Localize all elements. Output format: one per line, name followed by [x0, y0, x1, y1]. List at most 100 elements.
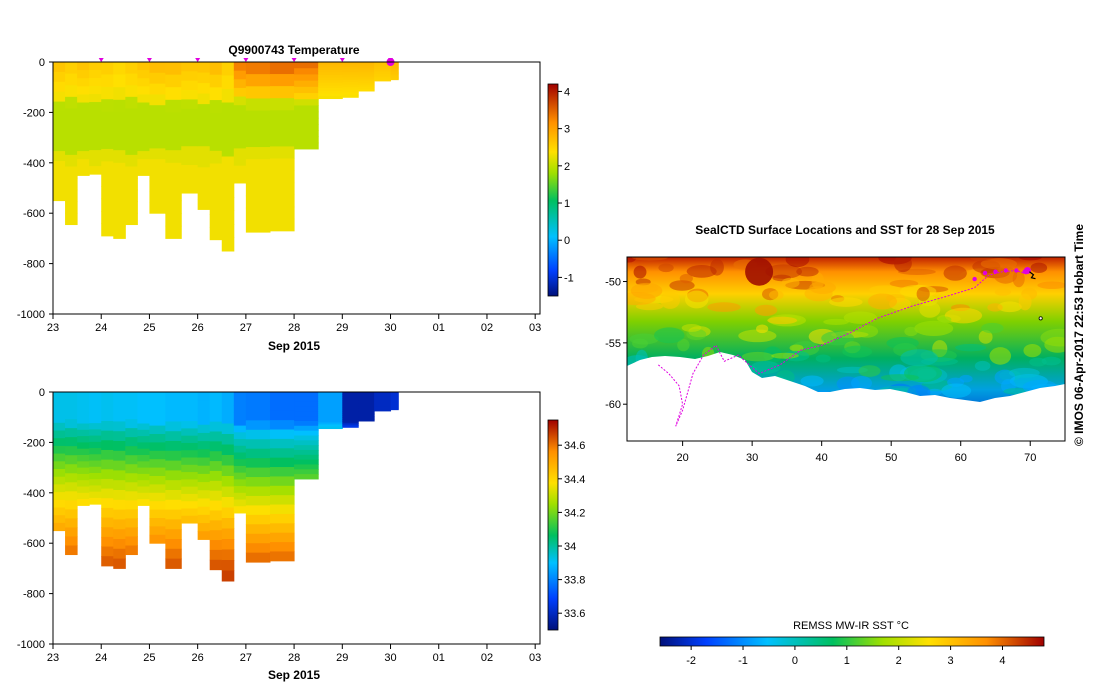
salinity-cell — [342, 405, 359, 409]
salinity-cell — [65, 455, 78, 465]
temperature-cell — [137, 134, 150, 144]
salinity-cell — [233, 425, 247, 433]
temperature-cell — [245, 62, 271, 75]
salinity-cell — [390, 407, 399, 410]
salinity-cell — [65, 401, 78, 411]
seal-locations — [972, 266, 1043, 321]
profile-marker — [195, 58, 201, 62]
salinity-cell — [269, 504, 295, 515]
salinity-cell — [245, 401, 271, 412]
x-tick-label: 30 — [384, 652, 396, 664]
temperature-cell — [181, 155, 199, 166]
salinity-cell — [209, 421, 223, 432]
salinity-cell — [294, 474, 319, 480]
temperature-cell — [390, 67, 399, 69]
salinity-cell — [390, 395, 399, 398]
sst-patch — [997, 301, 1022, 313]
salinity-cell — [197, 506, 211, 516]
temperature-cell — [197, 125, 211, 137]
salinity-cell — [390, 398, 399, 401]
temperature-cell — [358, 84, 375, 88]
salinity-cell — [149, 526, 166, 536]
temperature-cell — [390, 77, 399, 79]
salinity-cell — [149, 467, 166, 477]
salinity-cell — [318, 392, 343, 395]
x-tick-label: 23 — [47, 652, 59, 664]
temperature-cell — [89, 86, 102, 95]
salinity-cell — [197, 400, 211, 409]
salinity-cell — [53, 515, 66, 524]
temperature-cell — [77, 159, 90, 168]
sst-patch — [974, 360, 991, 371]
salinity-cell — [165, 539, 182, 550]
temperature-cell — [390, 63, 399, 66]
sst-colorbar-ticks: -2 -1 0 1 2 3 4 — [686, 646, 1006, 667]
salinity-cell — [77, 398, 90, 406]
salinity-cell — [89, 466, 102, 474]
temperature-cell — [125, 85, 138, 98]
salinity-cell — [294, 411, 319, 417]
sst-patch — [919, 301, 941, 318]
salinity-cell — [221, 444, 235, 456]
temperature-cell — [374, 62, 392, 64]
temperature-cell — [113, 200, 126, 214]
sst-patch — [707, 302, 741, 312]
sst-patch — [629, 333, 659, 345]
temperature-cell — [245, 98, 271, 112]
y-tick-label: -1000 — [17, 639, 45, 651]
temperature-cell — [89, 94, 102, 103]
temperature-cell — [149, 137, 166, 149]
x-tick-label: 28 — [288, 652, 300, 664]
salinity-cell — [197, 432, 211, 442]
salinity-cell — [209, 520, 223, 531]
temperature-cells — [53, 62, 399, 252]
temperature-cell — [197, 198, 211, 210]
salinity-cell — [221, 497, 235, 508]
salinity-cell — [269, 438, 295, 449]
salinity-cell — [390, 405, 399, 408]
salinity-cell — [77, 467, 90, 475]
temperature-cell — [294, 117, 319, 125]
temperature-cell — [165, 62, 182, 76]
salinity-cell — [101, 517, 114, 528]
salinity-cell — [245, 448, 271, 459]
temperature-xlabel: Sep 2015 — [268, 339, 320, 353]
salinity-cell — [113, 401, 126, 413]
temperature-cell — [137, 70, 150, 79]
salinity-cell — [374, 396, 392, 398]
temperature-cell — [101, 86, 114, 100]
temperature-cell — [101, 198, 114, 212]
sst-colorbar-label: REMSS MW-IR SST °C — [793, 620, 909, 632]
salinity-cell — [137, 442, 150, 450]
salinity-cell — [245, 524, 271, 535]
x-tick-label: 01 — [433, 322, 445, 334]
temperature-cell — [342, 94, 359, 98]
salinity-cell — [318, 414, 343, 417]
temperature-cell — [245, 195, 271, 209]
salinity-cell — [165, 480, 182, 491]
temperature-cell — [221, 62, 235, 76]
salinity-cell — [318, 394, 343, 397]
temperature-cell — [65, 131, 78, 144]
salinity-cell — [65, 410, 78, 420]
salinity-cell — [77, 442, 90, 450]
sst-patch — [681, 324, 702, 332]
salinity-x-axis: 23 24 25 26 27 28 29 30 01 02 03 — [47, 644, 541, 664]
salinity-cell — [374, 394, 392, 396]
salinity-cell — [137, 467, 150, 475]
salinity-cell — [318, 420, 343, 423]
temperature-cell — [374, 74, 392, 76]
temperature-cell — [165, 74, 182, 88]
temperature-cell — [101, 62, 114, 75]
sst-patch — [959, 374, 973, 383]
temperature-cell — [65, 178, 78, 191]
salinity-cell — [209, 461, 223, 472]
salinity-cell — [125, 536, 138, 547]
salinity-cell — [113, 431, 126, 442]
sst-patch — [741, 351, 775, 362]
salinity-cell — [125, 419, 138, 429]
salinity-cell — [101, 420, 114, 432]
x-tick-label: 29 — [336, 652, 348, 664]
salinity-cell — [318, 402, 343, 405]
salinity-cell — [390, 397, 399, 400]
